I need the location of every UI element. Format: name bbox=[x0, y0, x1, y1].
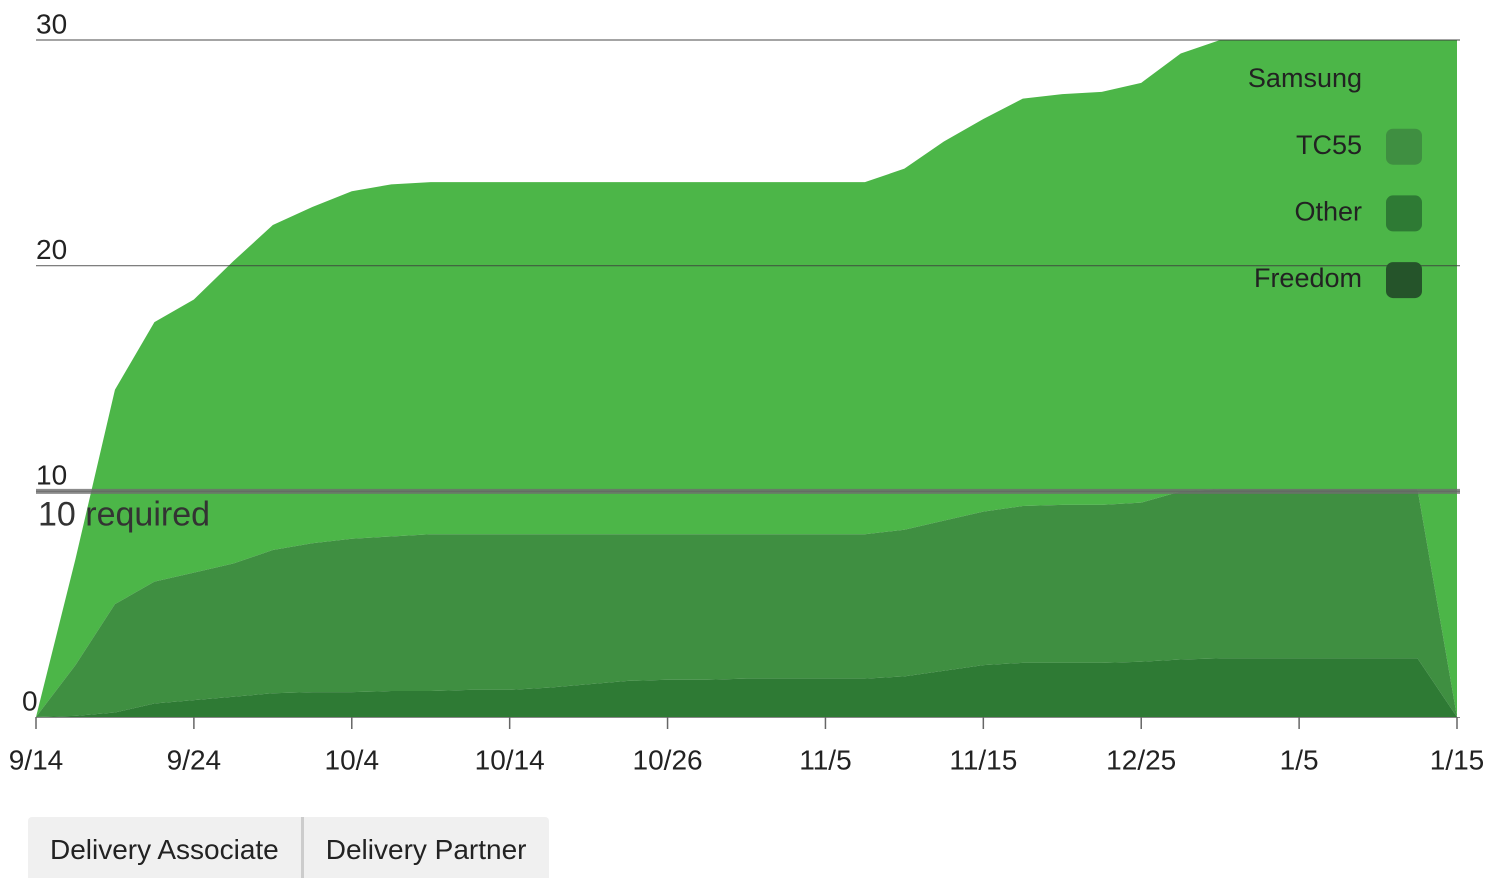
area bbox=[36, 658, 1457, 717]
x-tick-label: 9/24 bbox=[167, 744, 222, 775]
tab-button[interactable]: Delivery Partner bbox=[300, 817, 549, 878]
y-tick-label: 20 bbox=[36, 234, 67, 265]
x-tick-label: 1/15 bbox=[1430, 744, 1485, 775]
x-tick-label: 10/26 bbox=[633, 744, 703, 775]
legend-swatch bbox=[1386, 195, 1422, 232]
tab-button[interactable]: Delivery Associate bbox=[50, 834, 279, 865]
y-tick-label: 0 bbox=[22, 685, 38, 716]
x-tick-label: 11/15 bbox=[949, 744, 1017, 775]
legend-swatch bbox=[1386, 62, 1422, 98]
x-tick-label: 9/14 bbox=[9, 744, 64, 775]
legend-label: Other bbox=[1294, 197, 1362, 227]
legend-swatch bbox=[1386, 128, 1422, 165]
reference-label: 10 required bbox=[38, 495, 210, 533]
area bbox=[36, 489, 1457, 717]
legend-label: Samsung bbox=[1248, 63, 1362, 93]
x-tick-label: 10/14 bbox=[475, 744, 545, 775]
chart: 0 10 20 30 10 required 9/14 9/24 10/4 10/14 10/26… bbox=[9, 8, 1485, 775]
legend-label: TC55 bbox=[1296, 130, 1362, 160]
x-tick-label: 12/25 bbox=[1106, 744, 1176, 775]
area bbox=[36, 40, 1457, 717]
legend-label: Freedom bbox=[1254, 263, 1362, 293]
y-tick-label: 10 bbox=[36, 460, 67, 491]
x-tick-label: 1/5 bbox=[1280, 744, 1319, 775]
tab-bar: Delivery Associate Delivery Partner bbox=[28, 817, 549, 878]
y-tick-label: 30 bbox=[36, 8, 67, 39]
legend-swatch bbox=[1386, 262, 1422, 299]
x-tick-label: 10/4 bbox=[325, 744, 380, 775]
x-tick-label: 11/5 bbox=[799, 744, 851, 775]
